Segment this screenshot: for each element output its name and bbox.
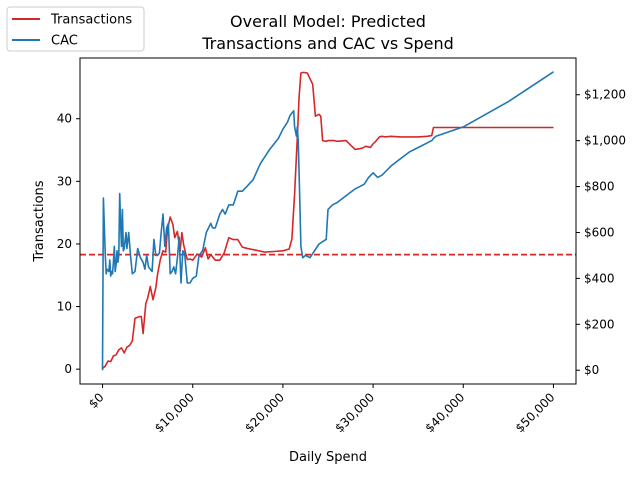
legend-box (6, 6, 145, 52)
y2-tick-label: $400 (584, 271, 615, 285)
x-tick-label: $20,000 (242, 390, 287, 435)
x-axis: $0 $10,000 $20,000 $30,000 $40,000 $50,000 (86, 384, 558, 435)
chart-title-line-1: Overall Model: Predicted (230, 12, 426, 31)
x-axis-label: Daily Spend (289, 450, 367, 465)
y2-tick-label: $1,200 (584, 88, 626, 102)
series-line-cac (101, 71, 554, 371)
x-tick-label: $10,000 (152, 390, 197, 435)
x-tick-label: $30,000 (332, 390, 377, 435)
chart-title-line-2: Transactions and CAC vs Spend (201, 34, 454, 53)
x-tick-label: $40,000 (422, 390, 467, 435)
y-tick-label: 20 (57, 237, 72, 251)
y-tick-label: 40 (57, 112, 72, 126)
y-tick-label: 10 (57, 300, 72, 314)
plot-area (79, 57, 577, 385)
y-tick-label: 30 (57, 174, 72, 188)
plot-frame (79, 57, 577, 385)
y2-tick-label: $0 (584, 363, 599, 377)
x-tick-label: $50,000 (513, 390, 558, 435)
y-axis-left: 0 10 20 30 40 (57, 112, 80, 376)
legend: Transactions CAC (6, 6, 145, 52)
legend-label-transactions: Transactions (50, 13, 132, 28)
y2-tick-label: $800 (584, 180, 615, 194)
chart-title: Overall Model: Predicted Transactions an… (201, 12, 454, 53)
x-tick-label: $0 (86, 390, 107, 411)
legend-label-cac: CAC (51, 34, 78, 49)
y-axis-right: $0 $200 $400 $600 $800 $1,000 $1,200 (576, 88, 626, 377)
y2-tick-label: $600 (584, 225, 615, 239)
series-line-transactions (101, 71, 554, 370)
y-tick-label: 0 (64, 362, 72, 376)
y2-tick-label: $1,000 (584, 134, 626, 148)
y-axis-label: Transactions (32, 180, 47, 262)
y2-tick-label: $200 (584, 317, 615, 331)
